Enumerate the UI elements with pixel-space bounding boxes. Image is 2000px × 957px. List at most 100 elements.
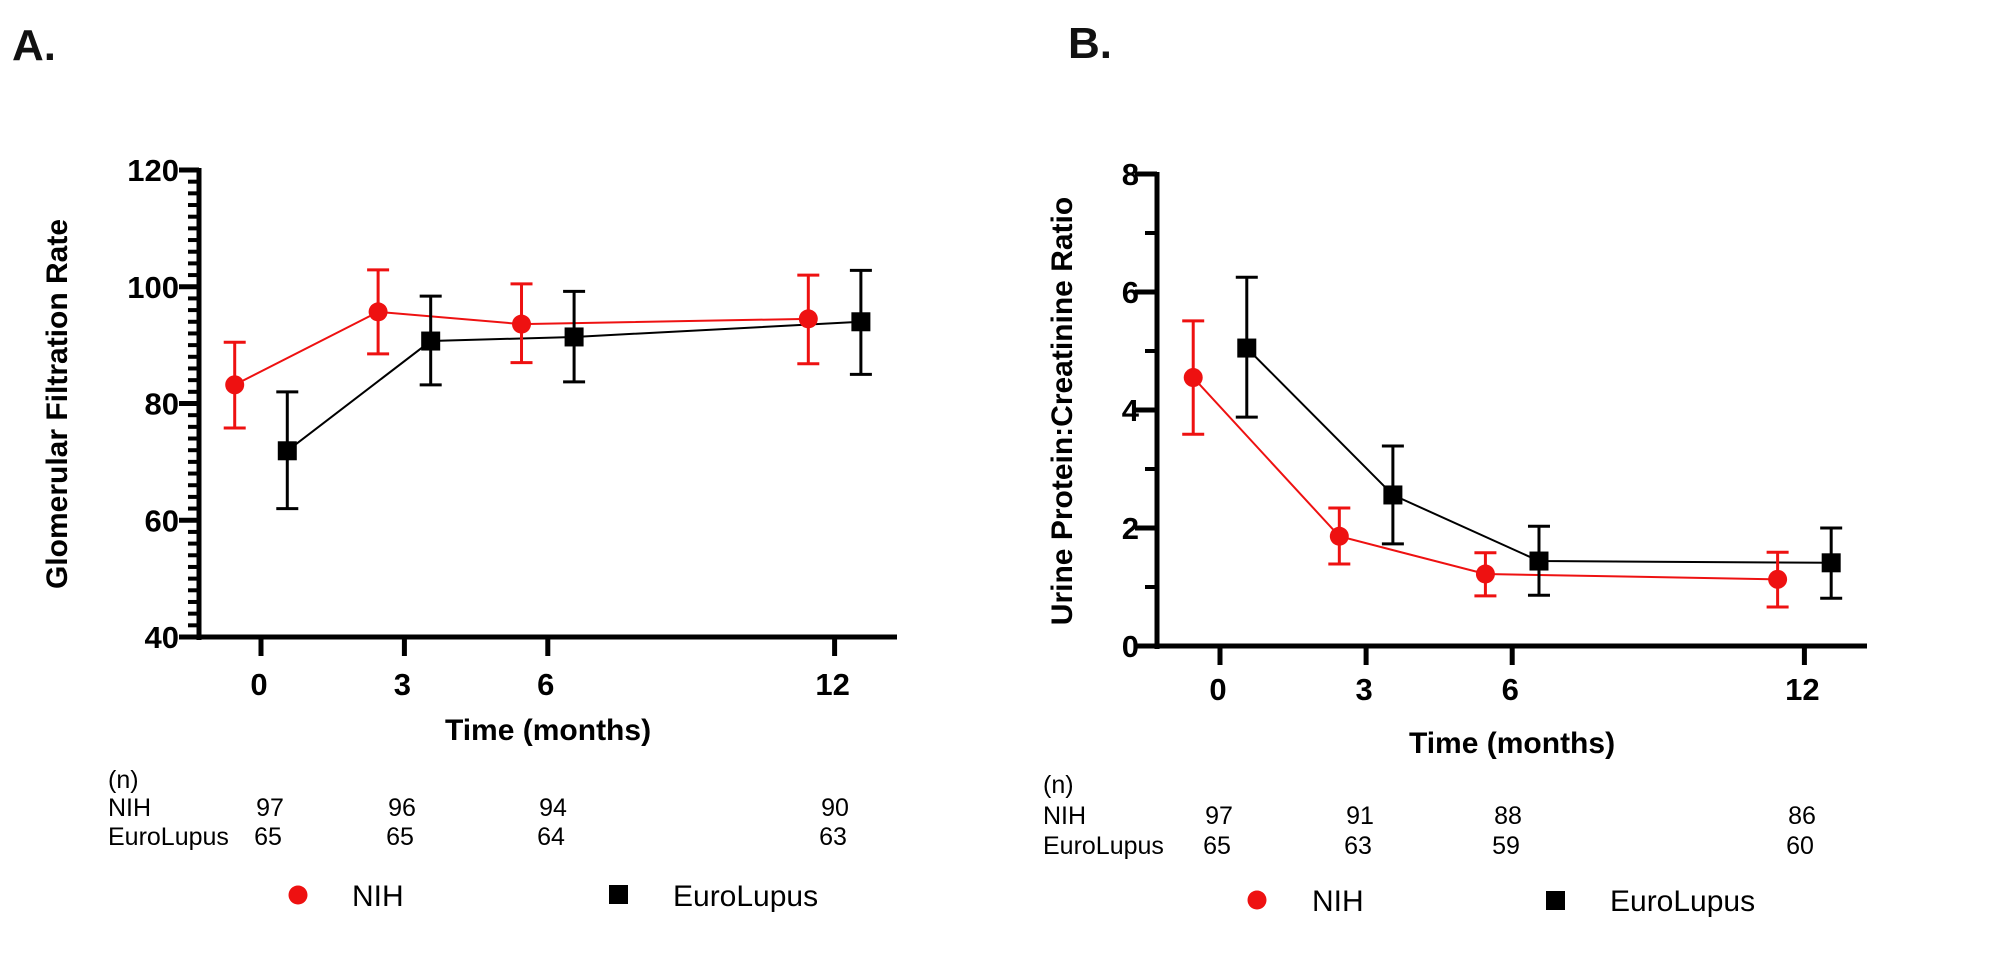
panel-b-marks	[1182, 275, 1843, 609]
x-tick-label: 12	[1785, 672, 1819, 707]
circle-marker	[512, 314, 532, 334]
square-marker	[1383, 485, 1403, 505]
n-table-cell: 65	[1203, 832, 1231, 860]
legend-label-nih: NIH	[1312, 885, 1364, 918]
panel-b-x-axis-title: Time (months)	[1409, 727, 1615, 760]
y-tick-label: 0	[1122, 629, 1139, 664]
legend-label-eurolupus: EuroLupus	[673, 880, 818, 913]
legend-circle-marker-icon	[288, 885, 308, 905]
n-table-header: (n)	[1043, 771, 1074, 799]
square-marker	[564, 327, 584, 347]
panel-a-marks	[223, 268, 872, 511]
legend-label-nih: NIH	[352, 880, 404, 913]
x-tick-label: 6	[537, 667, 554, 702]
n-table-cell: 90	[821, 794, 849, 822]
panel-a-n-table: (n) NIH EuroLupus 97 96 94 90 65 65 64 6…	[108, 766, 849, 851]
n-table-cell: 63	[1344, 832, 1372, 860]
y-tick-label: 8	[1122, 157, 1139, 192]
panel-label-a: A.	[12, 21, 56, 70]
x-tick-label: 0	[1209, 672, 1226, 707]
series-line-eurolupus	[286, 320, 861, 452]
data-point-eurolupus	[1527, 524, 1550, 597]
n-table-cell: 64	[537, 823, 565, 851]
n-table-cell: 91	[1346, 802, 1374, 830]
panel-a: A. 40 60 80 100 120 0 3 6 12 Time (months) Glome…	[12, 21, 897, 913]
data-point-nih	[1766, 550, 1789, 609]
data-point-eurolupus	[849, 268, 872, 376]
legend-square-marker-icon	[609, 885, 628, 904]
data-point-nih	[1328, 506, 1351, 566]
circle-marker	[1329, 526, 1349, 546]
panel-label-b: B.	[1068, 19, 1112, 68]
data-point-nih	[1474, 551, 1497, 598]
square-marker	[1237, 338, 1257, 358]
y-tick-label: 100	[127, 270, 179, 305]
data-point-eurolupus	[563, 289, 586, 384]
panel-b: B. 0 2 4 6 8 0 3 6 12 Time (months) Urine Protei…	[1043, 19, 1867, 918]
series-line-nih	[234, 310, 809, 386]
data-point-nih	[1182, 319, 1205, 436]
y-tick-label: 4	[1122, 393, 1140, 428]
n-table-cell: 65	[386, 823, 414, 851]
n-table-row-label: EuroLupus	[108, 823, 229, 851]
square-marker	[1529, 551, 1549, 571]
n-table-cell: 96	[388, 794, 416, 822]
data-point-eurolupus	[1235, 275, 1258, 419]
y-tick-label: 2	[1122, 511, 1139, 546]
x-tick-label: 12	[815, 667, 849, 702]
legend-label-eurolupus: EuroLupus	[1610, 885, 1755, 918]
n-table-cell: 60	[1786, 832, 1814, 860]
y-tick-label: 80	[145, 387, 179, 422]
x-tick-label: 3	[394, 667, 411, 702]
n-table-cell: 63	[819, 823, 847, 851]
panel-b-legend: NIH EuroLupus	[1247, 885, 1755, 918]
x-tick-label: 3	[1355, 672, 1372, 707]
x-tick-label: 6	[1502, 672, 1519, 707]
data-point-eurolupus	[1820, 526, 1843, 600]
panel-a-legend: NIH EuroLupus	[288, 880, 818, 913]
n-table-cell: 88	[1494, 802, 1522, 830]
circle-marker	[798, 309, 818, 329]
data-point-nih	[510, 282, 533, 365]
square-marker	[421, 331, 441, 351]
panel-b-axes: 0 2 4 6 8 0 3 6 12	[1122, 157, 1867, 707]
data-point-nih	[223, 340, 246, 430]
series-line-eurolupus	[1246, 347, 1832, 564]
panel-a-y-axis-title: Glomerular Filtration Rate	[41, 219, 74, 589]
square-marker	[851, 312, 871, 332]
legend-square-marker-icon	[1546, 891, 1565, 910]
circle-marker	[225, 375, 245, 395]
panel-b-n-table: (n) NIH EuroLupus 97 91 88 86 65 63 59 6…	[1043, 771, 1816, 860]
x-tick-label: 0	[250, 667, 267, 702]
data-point-nih	[797, 273, 820, 366]
series-line-nih	[1192, 376, 1778, 581]
n-table-cell: 86	[1788, 802, 1816, 830]
legend-circle-marker-icon	[1247, 890, 1267, 910]
circle-marker	[1475, 564, 1495, 584]
n-table-cell: 97	[256, 794, 284, 822]
n-table-row-label: NIH	[108, 794, 151, 822]
circle-marker	[1768, 569, 1788, 589]
y-tick-label: 60	[145, 503, 179, 538]
n-table-cell: 94	[539, 794, 567, 822]
n-table-header: (n)	[108, 766, 139, 794]
y-tick-label: 6	[1122, 275, 1139, 310]
circle-marker	[1183, 368, 1203, 388]
data-point-eurolupus	[419, 294, 442, 387]
n-table-cell: 59	[1492, 832, 1520, 860]
square-marker	[1821, 553, 1841, 573]
data-point-eurolupus	[276, 390, 299, 511]
n-table-cell: 97	[1205, 802, 1233, 830]
panel-b-y-axis-title: Urine Protein:Creatinine Ratio	[1046, 197, 1079, 625]
circle-marker	[368, 302, 388, 322]
n-table-row-label: NIH	[1043, 802, 1086, 830]
panel-a-x-axis-title: Time (months)	[445, 714, 651, 747]
y-tick-label: 40	[145, 620, 179, 655]
y-tick-label: 120	[127, 153, 179, 188]
n-table-row-label: EuroLupus	[1043, 832, 1164, 860]
data-point-nih	[367, 268, 390, 356]
data-point-eurolupus	[1381, 444, 1404, 546]
square-marker	[277, 441, 297, 461]
panel-a-axes: 40 60 80 100 120 0 3 6 12	[127, 153, 897, 702]
